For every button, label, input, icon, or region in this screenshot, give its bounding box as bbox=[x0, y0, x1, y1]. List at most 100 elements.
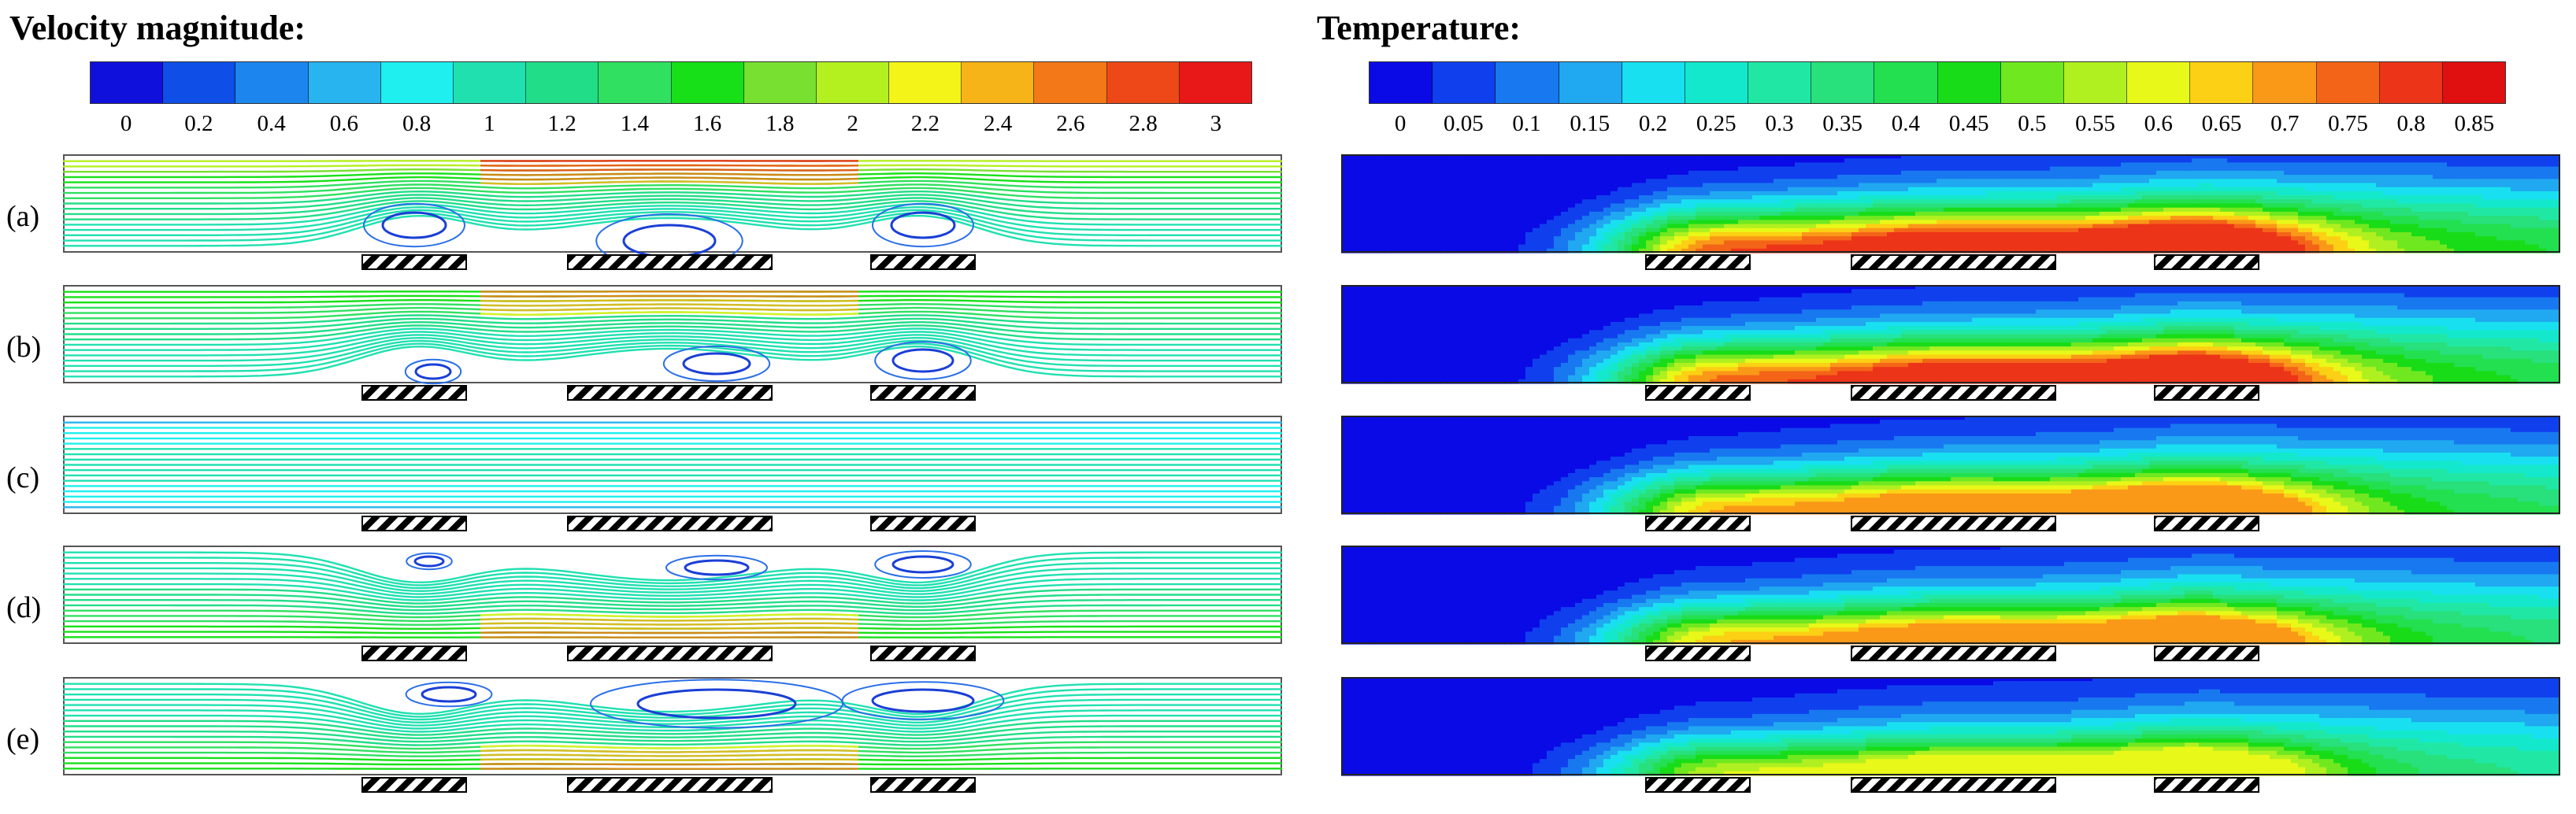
velocity-colorbar-tick-label: 0.8 bbox=[402, 111, 431, 137]
heater-block bbox=[1851, 516, 2056, 531]
temperature-colorbar-swatch bbox=[1748, 62, 1812, 103]
temperature-colorbar-swatch bbox=[1874, 62, 1938, 103]
temperature-colorbar-swatch bbox=[1937, 62, 2001, 103]
streamline bbox=[63, 331, 1282, 351]
temperature-field bbox=[1341, 285, 2560, 384]
heater-block bbox=[361, 385, 467, 401]
temperature-panel bbox=[1341, 285, 2560, 401]
heater-block bbox=[567, 385, 773, 401]
temperature-colorbar-swatch bbox=[2442, 62, 2506, 103]
velocity-colorbar-swatch bbox=[235, 62, 309, 103]
streamline bbox=[63, 698, 1282, 724]
streamline bbox=[63, 197, 1282, 216]
temperature-colorbar-tick-label: 0.55 bbox=[2075, 111, 2115, 137]
streamline bbox=[63, 183, 1282, 194]
vortex bbox=[381, 211, 447, 239]
streamline bbox=[63, 551, 1282, 584]
heater-block bbox=[1645, 254, 1751, 270]
temperature-colorbar-tick-label: 0.35 bbox=[1822, 111, 1863, 137]
velocity-colorbar-tick-label: 2.8 bbox=[1129, 111, 1158, 137]
velocity-colorbar-tick-label: 1.8 bbox=[765, 111, 794, 137]
velocity-colorbar-tick-label: 1.6 bbox=[693, 111, 721, 137]
temperature-colorbar-swatch bbox=[2379, 62, 2443, 103]
vortex bbox=[665, 554, 768, 581]
temperature-colorbar-swatch bbox=[1685, 62, 1749, 103]
streamline bbox=[63, 190, 1282, 205]
velocity-panel bbox=[63, 416, 1282, 531]
streamline bbox=[63, 578, 1282, 598]
streamline bbox=[63, 314, 1282, 325]
temperature-colorbar-tick-label: 0.1 bbox=[1512, 111, 1540, 137]
velocity-colorbar-swatch bbox=[1034, 62, 1107, 103]
velocity-colorbar-swatch bbox=[599, 62, 672, 103]
temperature-colorbar-tick-label: 0.2 bbox=[1639, 111, 1667, 137]
streamline bbox=[480, 294, 859, 298]
heater-block bbox=[870, 646, 976, 661]
heater-block bbox=[1851, 254, 2056, 270]
heater-block bbox=[361, 254, 467, 270]
heater-block bbox=[1851, 777, 2056, 793]
temperature-field bbox=[1341, 546, 2560, 645]
temperature-colorbar-swatch bbox=[2190, 62, 2254, 103]
heater-block bbox=[2154, 777, 2259, 793]
streamline bbox=[63, 588, 1282, 605]
vortex bbox=[405, 681, 493, 708]
streamline bbox=[63, 209, 1282, 236]
streamline bbox=[480, 307, 859, 312]
heater-block bbox=[870, 254, 976, 270]
streamline bbox=[480, 168, 859, 172]
temperature-panel bbox=[1341, 154, 2560, 270]
streamline bbox=[480, 617, 859, 622]
streamline bbox=[480, 311, 859, 316]
streamline bbox=[63, 317, 1282, 330]
temperature-colorbar-swatch bbox=[2127, 62, 2191, 103]
temperature-colorbar-swatch bbox=[2000, 62, 2064, 103]
temperature-panel bbox=[1341, 546, 2560, 661]
temperature-colorbar-swatch bbox=[1370, 62, 1433, 103]
temperature-colorbar-tick-label: 0.4 bbox=[1892, 111, 1920, 137]
row-label: (a) bbox=[6, 202, 39, 231]
streamline bbox=[63, 194, 1282, 210]
heater-block bbox=[1851, 646, 2056, 661]
heater-block bbox=[567, 777, 773, 793]
velocity-colorbar-tick-label: 2.4 bbox=[984, 111, 1012, 137]
velocity-panel bbox=[63, 677, 1282, 793]
temperature-colorbar-tick-label: 0.15 bbox=[1570, 111, 1610, 137]
vortex bbox=[874, 550, 972, 579]
streamline bbox=[63, 725, 1282, 740]
streamline bbox=[63, 187, 1282, 199]
streamline bbox=[63, 212, 1282, 242]
heater-block bbox=[870, 777, 976, 793]
streamline bbox=[63, 562, 1282, 590]
heater-block bbox=[2154, 254, 2259, 270]
streamline bbox=[63, 567, 1282, 593]
heater-block bbox=[567, 516, 773, 531]
heater-block bbox=[567, 254, 773, 270]
streamline bbox=[63, 735, 1282, 746]
streamline bbox=[63, 324, 1282, 341]
streamline bbox=[63, 203, 1282, 226]
streamline bbox=[63, 731, 1282, 743]
heater-block bbox=[2154, 385, 2259, 401]
streamline bbox=[63, 714, 1282, 733]
temperature-title: Temperature: bbox=[1317, 11, 1521, 46]
temperature-colorbar-tick-label: 0.25 bbox=[1696, 111, 1736, 137]
streamline bbox=[480, 631, 859, 635]
velocity-colorbar-tick-label: 2 bbox=[847, 111, 858, 137]
temperature-field bbox=[1341, 677, 2560, 776]
heater-block bbox=[1645, 385, 1751, 401]
vortex bbox=[841, 681, 1005, 720]
temperature-colorbar-swatch bbox=[2316, 62, 2380, 103]
velocity-colorbar-swatch bbox=[1179, 62, 1251, 103]
streamline bbox=[480, 627, 859, 630]
temperature-colorbar-tick-label: 0 bbox=[1395, 111, 1407, 137]
streamline bbox=[63, 339, 1282, 367]
velocity-colorbar-swatch bbox=[962, 62, 1035, 103]
vortex bbox=[871, 688, 975, 713]
row-label: (e) bbox=[6, 724, 39, 754]
vortex bbox=[406, 552, 453, 571]
streamline bbox=[480, 613, 859, 618]
velocity-colorbar-tick-label: 0.2 bbox=[184, 111, 213, 137]
velocity-colorbar-swatch bbox=[453, 62, 527, 103]
streamline bbox=[63, 709, 1282, 730]
